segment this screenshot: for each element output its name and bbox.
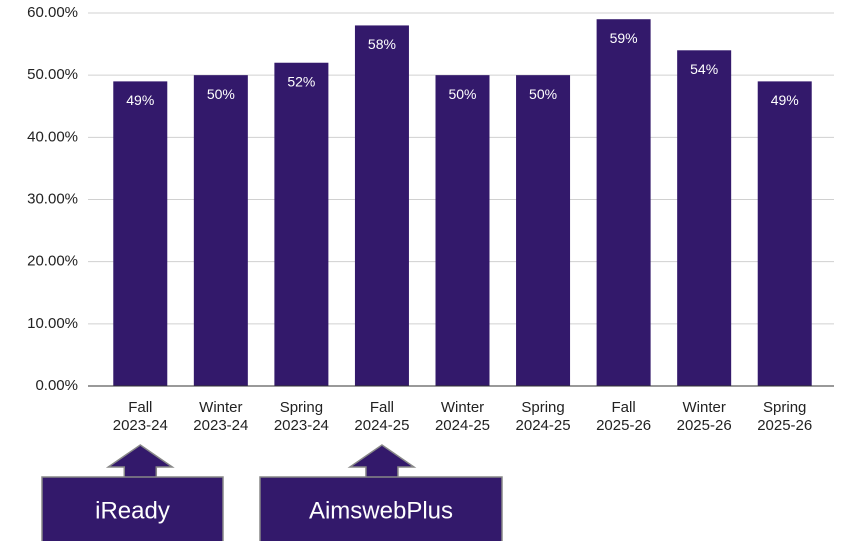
x-tick-label: Winter 2023-24	[193, 399, 248, 434]
value-label: 52%	[287, 73, 315, 89]
y-tick-label: 10.00%	[27, 315, 78, 332]
value-label: 58%	[368, 36, 396, 52]
value-label: 50%	[448, 86, 476, 102]
x-tick-label: Fall 2023-24	[113, 399, 168, 434]
value-label: 49%	[771, 92, 799, 108]
value-label: 50%	[207, 86, 235, 102]
y-tick-label: 30.00%	[27, 190, 78, 207]
y-tick-label: 20.00%	[27, 253, 78, 270]
bar	[516, 75, 571, 387]
value-label: 49%	[126, 92, 154, 108]
value-label: 54%	[690, 61, 718, 77]
bar	[274, 62, 329, 386]
annotation-arrow	[105, 444, 175, 479]
bar	[435, 75, 490, 387]
y-tick-label: 60.00%	[27, 4, 78, 21]
annotation-box	[259, 476, 503, 541]
x-tick-label: Fall 2024-25	[354, 399, 409, 434]
x-tick-label: Fall 2025-26	[596, 399, 651, 434]
annotation-arrow	[347, 444, 417, 479]
x-tick-label: Winter 2024-25	[435, 399, 490, 434]
value-label: 50%	[529, 86, 557, 102]
annotation-box	[41, 476, 224, 541]
x-tick-label: Spring 2025-26	[757, 399, 812, 434]
bar	[354, 25, 409, 387]
bar	[677, 50, 732, 387]
y-tick-label: 50.00%	[27, 66, 78, 83]
value-label: 59%	[610, 30, 638, 46]
x-tick-label: Winter 2025-26	[677, 399, 732, 434]
y-tick-label: 40.00%	[27, 128, 78, 145]
x-tick-label: Spring 2023-24	[274, 399, 329, 434]
bar	[193, 75, 248, 387]
bar	[113, 81, 168, 386]
bar	[757, 81, 812, 386]
annotation-label: iReady	[95, 497, 170, 524]
x-tick-label: Spring 2024-25	[516, 399, 571, 434]
annotation-label: AimswebPlus	[309, 497, 453, 524]
y-tick-label: 0.00%	[35, 377, 78, 394]
bar	[596, 19, 651, 386]
